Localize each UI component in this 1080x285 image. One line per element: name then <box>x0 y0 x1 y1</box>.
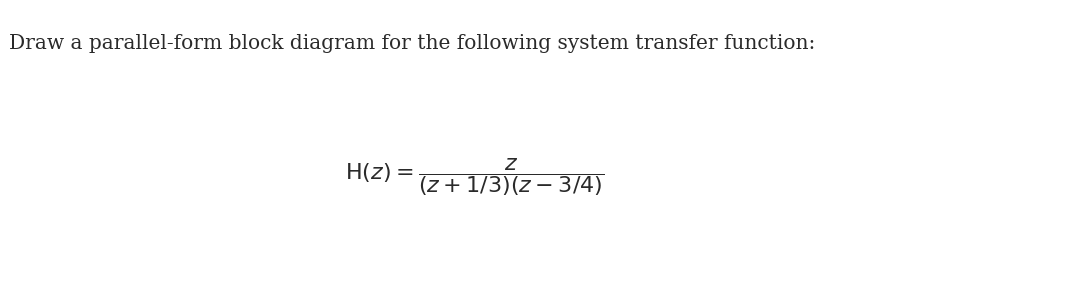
Text: Draw a parallel-form block diagram for the following system transfer function:: Draw a parallel-form block diagram for t… <box>9 34 815 53</box>
Text: $\mathrm{H}(\mathit{z})=\dfrac{\mathit{z}}{(\mathit{z}+1/3)(\mathit{z}-3/4)}$: $\mathrm{H}(\mathit{z})=\dfrac{\mathit{z… <box>346 156 605 198</box>
